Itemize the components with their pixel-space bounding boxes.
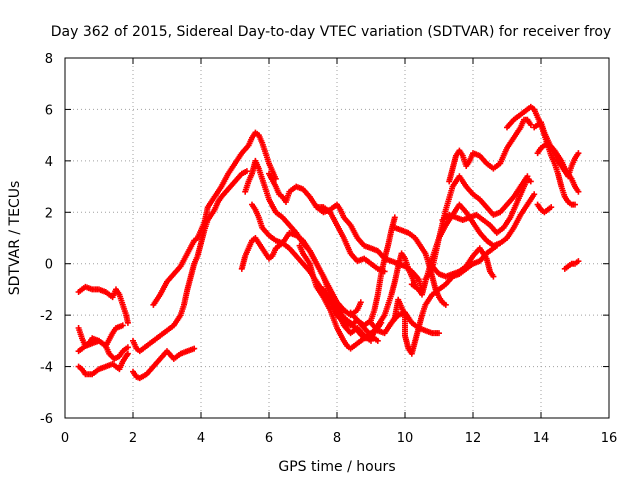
x-axis-label: GPS time / hours bbox=[278, 459, 395, 475]
x-tick-label: 16 bbox=[601, 431, 618, 446]
x-tick-labels: 0 2 4 6 8 10 12 14 16 bbox=[61, 431, 617, 446]
data-point bbox=[124, 344, 131, 351]
data-point bbox=[124, 350, 131, 357]
data-point bbox=[442, 301, 449, 308]
x-tick-label: 4 bbox=[197, 431, 205, 446]
series-15 bbox=[347, 214, 398, 329]
series-7 bbox=[150, 129, 279, 308]
data-point bbox=[243, 168, 250, 175]
x-tick-label: 14 bbox=[533, 431, 550, 446]
data-point bbox=[572, 201, 578, 208]
y-tick-label: -4 bbox=[40, 361, 53, 376]
data-point bbox=[391, 214, 398, 221]
y-tick-labels: -6 -4 -2 0 2 4 6 8 bbox=[40, 52, 53, 427]
data-point bbox=[575, 188, 582, 195]
y-tick-label: 8 bbox=[45, 52, 53, 67]
axis-ticks bbox=[64, 57, 610, 419]
data-point bbox=[436, 330, 442, 337]
y-tick-label: 0 bbox=[45, 258, 53, 273]
series-28 bbox=[561, 258, 582, 272]
series-1 bbox=[75, 283, 131, 326]
data-point bbox=[527, 178, 534, 185]
data-point bbox=[548, 204, 555, 211]
x-tick-label: 10 bbox=[397, 431, 414, 446]
series-14 bbox=[313, 201, 425, 293]
y-tick-label: 6 bbox=[45, 103, 53, 118]
series-3 bbox=[75, 337, 131, 362]
gridlines bbox=[65, 58, 609, 418]
data-point bbox=[374, 337, 381, 344]
series-4 bbox=[75, 350, 131, 378]
y-tick-label: 4 bbox=[45, 155, 53, 170]
series-23 bbox=[429, 245, 497, 280]
series-26 bbox=[534, 139, 582, 195]
data-point bbox=[575, 258, 582, 265]
chart-title: Day 362 of 2015, Sidereal Day-to-day VTE… bbox=[51, 24, 611, 40]
y-tick-label: -2 bbox=[40, 309, 53, 324]
data-point bbox=[575, 150, 582, 157]
x-tick-label: 0 bbox=[61, 431, 69, 446]
data-point bbox=[527, 121, 534, 128]
series-6 bbox=[130, 168, 250, 355]
y-tick-label: -6 bbox=[40, 412, 53, 427]
data-point bbox=[531, 191, 538, 198]
data-point bbox=[357, 299, 364, 306]
series-10 bbox=[238, 229, 364, 319]
series-5 bbox=[130, 345, 198, 382]
data-point bbox=[191, 345, 198, 352]
x-tick-label: 12 bbox=[465, 431, 482, 446]
x-tick-label: 2 bbox=[129, 431, 137, 446]
data-point bbox=[490, 273, 497, 280]
data-points bbox=[75, 103, 582, 382]
series-18 bbox=[391, 224, 449, 308]
y-axis-label: SDTVAR / TECUs bbox=[7, 181, 23, 296]
x-tick-label: 6 bbox=[265, 431, 273, 446]
y-tick-label: 2 bbox=[45, 206, 53, 221]
series-21 bbox=[446, 116, 534, 185]
data-point bbox=[119, 322, 126, 329]
series-27 bbox=[534, 201, 555, 216]
series-22 bbox=[439, 175, 534, 236]
data-point bbox=[124, 319, 131, 326]
x-tick-label: 8 bbox=[333, 431, 341, 446]
series-19 bbox=[408, 191, 538, 298]
